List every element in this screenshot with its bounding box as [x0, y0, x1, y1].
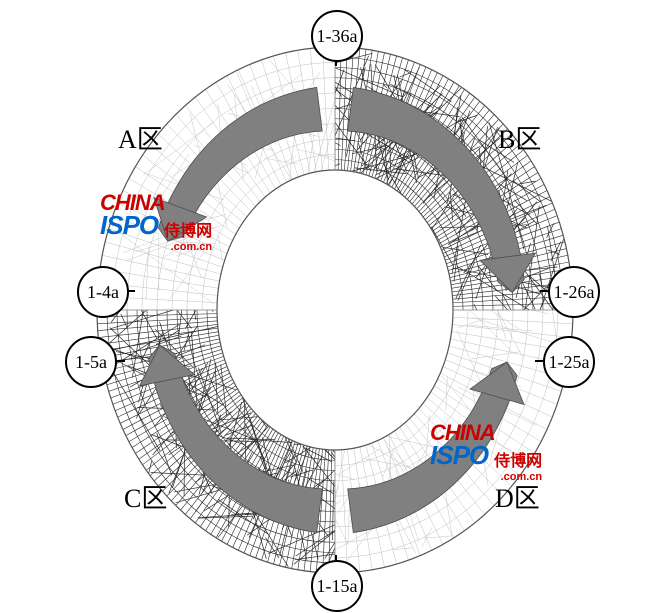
- zone-label-c: C区: [124, 478, 167, 515]
- node-label: 1-15a: [311, 560, 363, 612]
- node-label-text: 1-15a: [311, 560, 363, 612]
- node-label-stick: [540, 290, 548, 292]
- node-label-stick: [115, 360, 125, 362]
- zone-label-d: D区: [495, 478, 540, 515]
- figure-stage: A区 B区 C区 D区 1-36a 1-4a 1-5a 1-15a 1-26a 1-25a…: [0, 0, 663, 613]
- node-label: 1-25a: [543, 336, 595, 388]
- node-label: 1-26a: [548, 266, 600, 318]
- zone-label-b: B区: [498, 119, 541, 156]
- zone-label-a: A区: [118, 119, 163, 156]
- node-label: 1-4a: [77, 266, 129, 318]
- node-label-stick: [335, 555, 337, 560]
- node-label-stick: [127, 290, 135, 292]
- node-label: 1-36a: [311, 10, 363, 62]
- node-label-stick: [335, 60, 337, 66]
- node-label-text: 1-4a: [77, 266, 129, 318]
- node-label-text: 1-25a: [543, 336, 595, 388]
- node-label: 1-5a: [65, 336, 117, 388]
- node-label-text: 1-5a: [65, 336, 117, 388]
- node-label-text: 1-36a: [311, 10, 363, 62]
- node-label-text: 1-26a: [548, 266, 600, 318]
- node-label-stick: [535, 360, 543, 362]
